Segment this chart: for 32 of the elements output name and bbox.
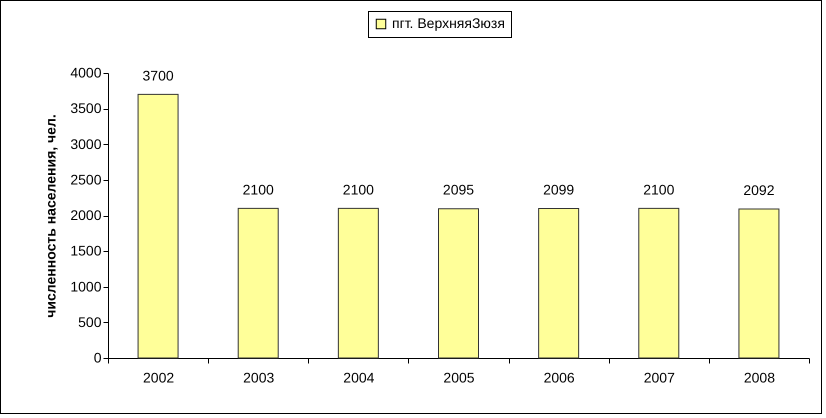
- bar: [538, 208, 580, 358]
- y-tick-label: 3000: [70, 136, 102, 152]
- bar: [738, 208, 780, 358]
- bar: [438, 208, 479, 358]
- x-tick-label: 2004: [343, 370, 375, 386]
- x-tick-label: 2006: [544, 370, 575, 386]
- legend-label: пгт. ВерхняяЗюзя: [392, 15, 505, 31]
- data-label: 2100: [342, 181, 374, 198]
- data-label: 2099: [543, 181, 574, 198]
- y-tick-label: 2500: [70, 171, 102, 188]
- x-tick-label: 2003: [243, 370, 274, 386]
- y-axis-title: численность населения, чел.: [42, 114, 58, 318]
- y-tick-label: 3500: [70, 100, 102, 116]
- y-tick-label: 1500: [70, 242, 102, 259]
- x-tick-label: 2002: [142, 370, 174, 386]
- bar: [638, 208, 680, 358]
- x-tick-label: 2007: [644, 370, 676, 386]
- y-tick-label: 1000: [70, 278, 102, 294]
- y-tick-label: 2000: [70, 207, 102, 223]
- bar: [138, 94, 179, 358]
- bar: [338, 208, 379, 358]
- data-label: 3700: [142, 67, 174, 84]
- y-tick-label: 500: [78, 314, 102, 330]
- data-label: 2092: [743, 182, 775, 198]
- data-label: 2100: [242, 181, 274, 198]
- y-tick-label: 0: [94, 350, 102, 366]
- x-tick-label: 2005: [443, 370, 475, 386]
- data-label: 2095: [442, 182, 474, 198]
- bar: [238, 208, 279, 358]
- data-label: 2100: [643, 181, 675, 198]
- x-tick-label: 2008: [744, 370, 776, 386]
- y-tick-label: 4000: [70, 64, 102, 80]
